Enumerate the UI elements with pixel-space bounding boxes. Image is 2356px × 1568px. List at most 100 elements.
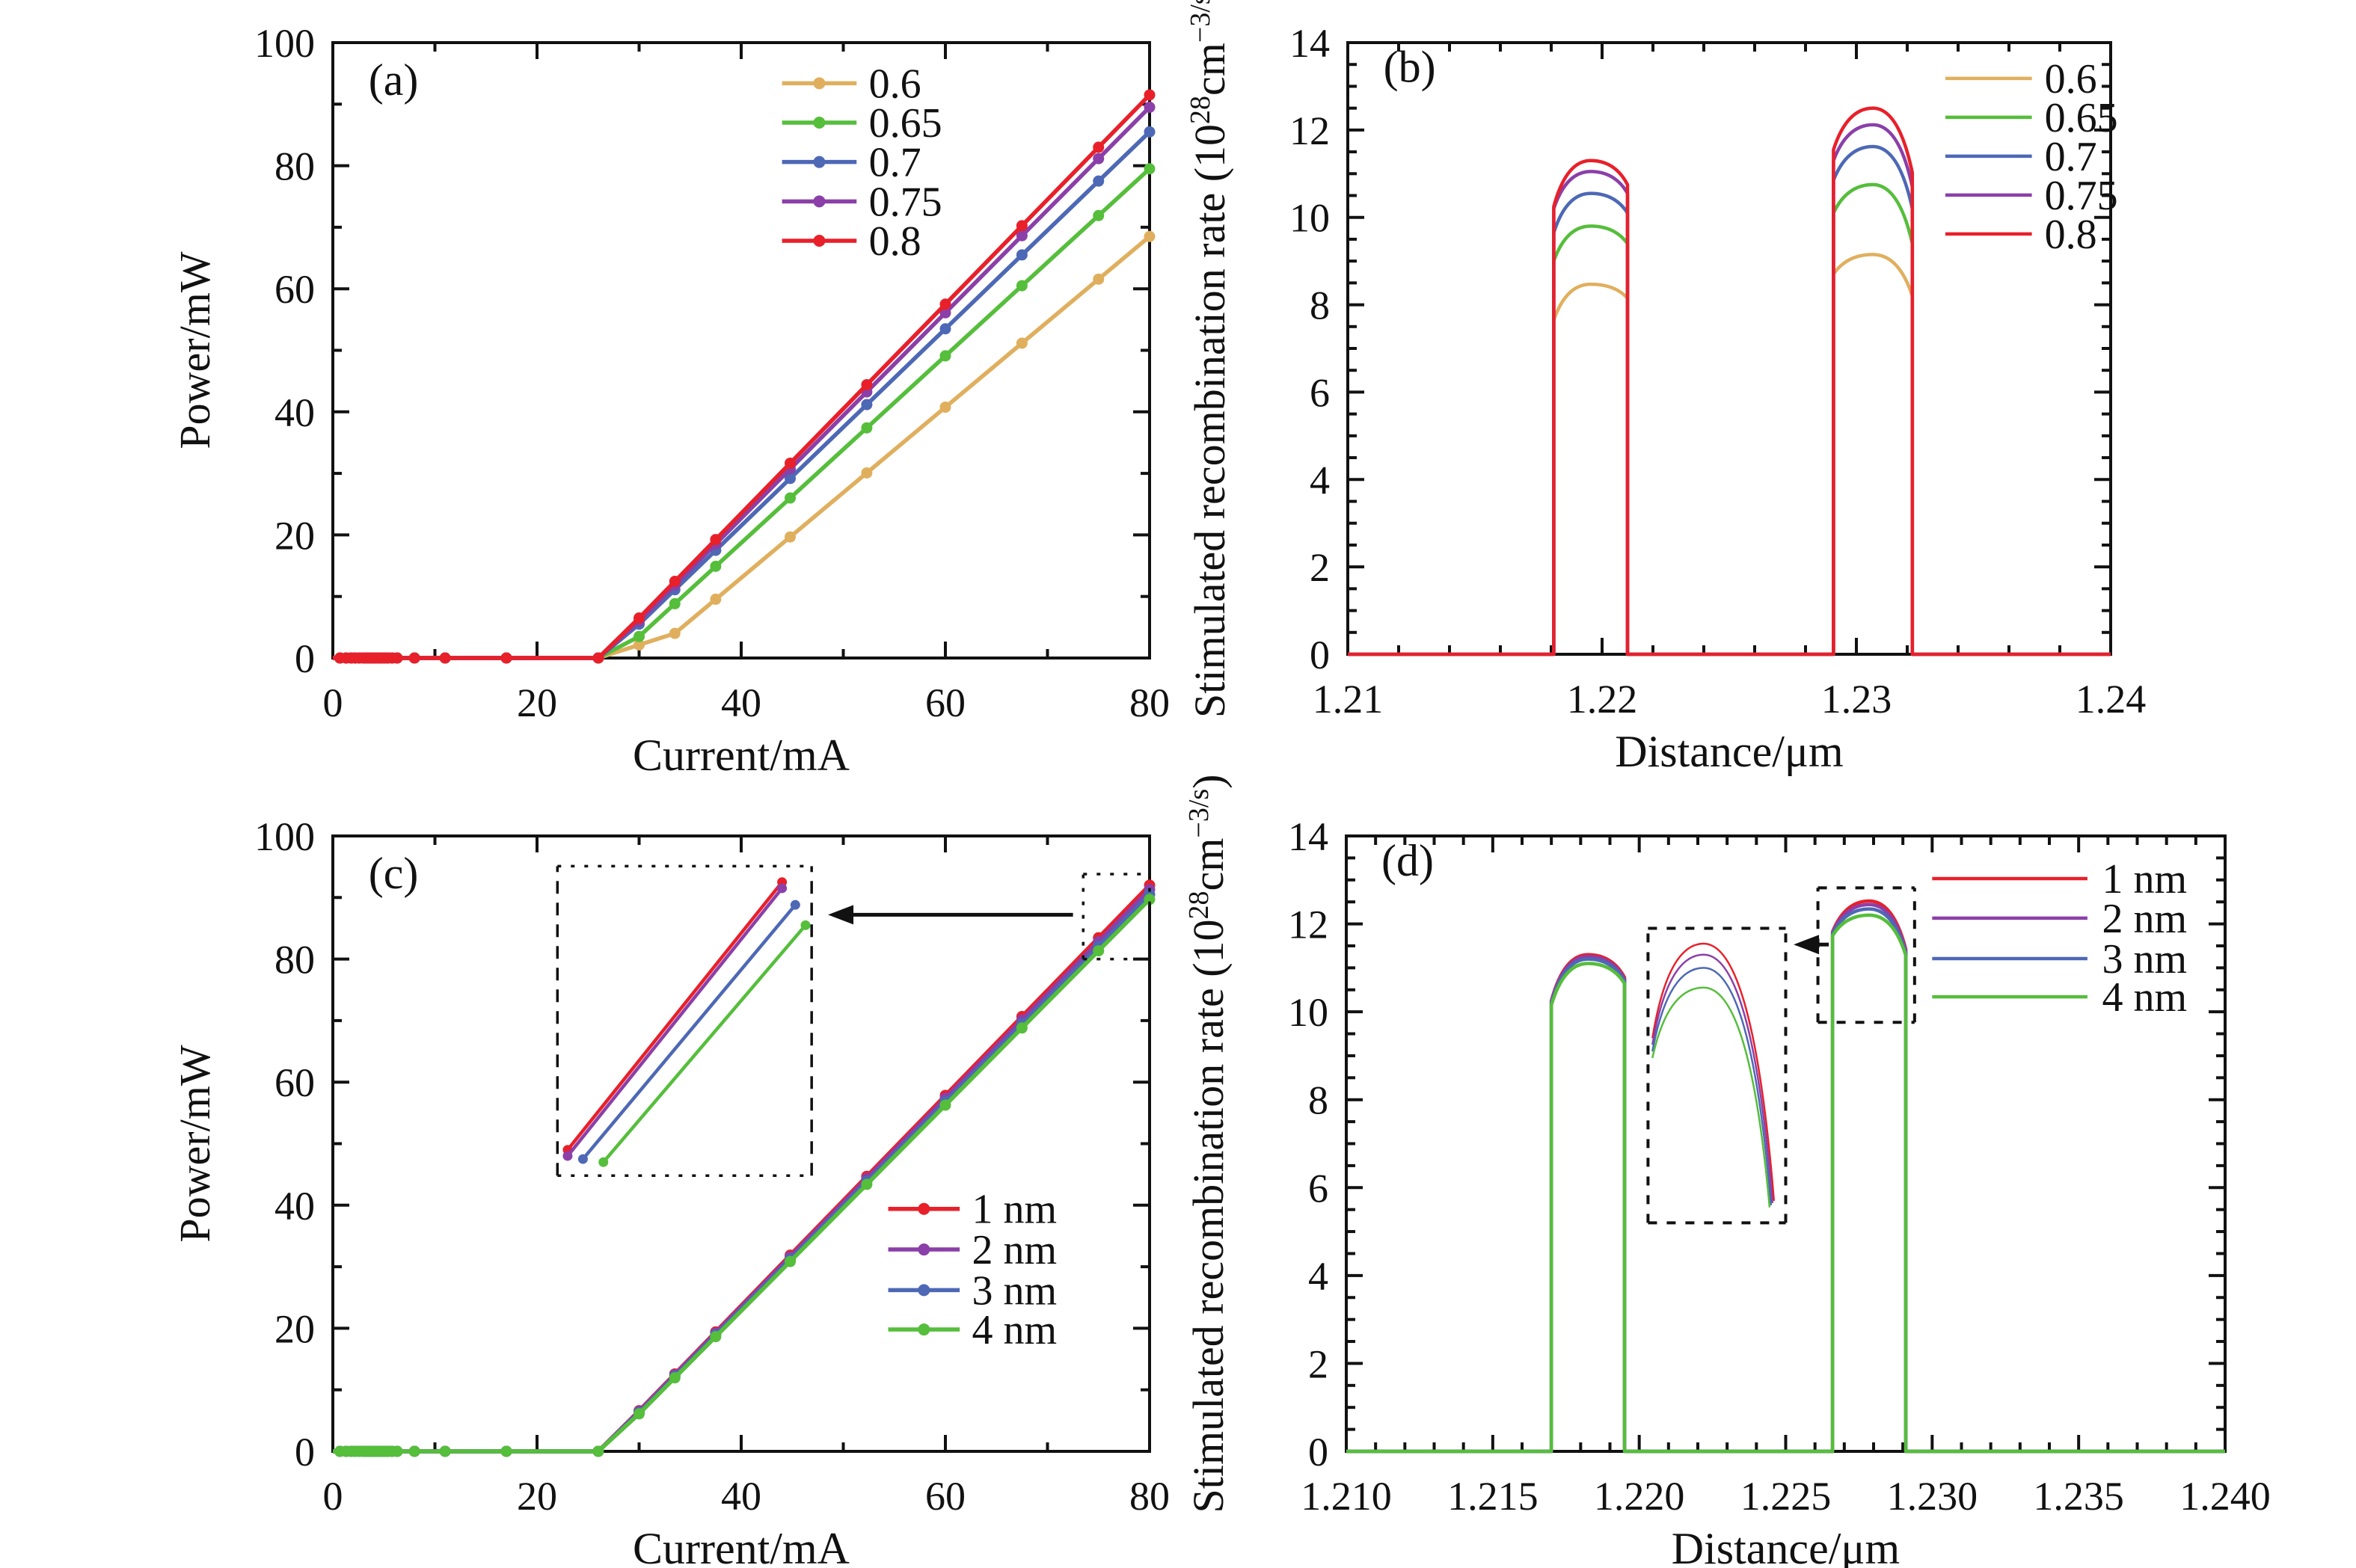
arrow-annotation-c bbox=[828, 905, 1073, 925]
svg-text:1 nm: 1 nm bbox=[2102, 856, 2188, 903]
svg-text:80: 80 bbox=[274, 144, 315, 189]
svg-text:2: 2 bbox=[1308, 1341, 1328, 1386]
svg-text:60: 60 bbox=[274, 267, 315, 312]
y-axis-label-a: Power/mW bbox=[171, 251, 219, 449]
svg-text:0: 0 bbox=[1310, 633, 1330, 677]
svg-text:20: 20 bbox=[274, 513, 315, 558]
tick-labels-b: 1.21 1.22 1.23 1.24 0 2 4 6 8 10 12 14 bbox=[1289, 21, 2146, 722]
svg-text:1.210: 1.210 bbox=[1301, 1474, 1392, 1519]
svg-text:1.240: 1.240 bbox=[2179, 1474, 2271, 1519]
svg-text:80: 80 bbox=[1129, 1474, 1170, 1519]
y-axis-label-c: Power/mW bbox=[171, 1045, 219, 1242]
series-2-nm bbox=[333, 884, 1156, 1457]
svg-text:0.65: 0.65 bbox=[869, 100, 942, 147]
legend-b: 0.60.650.70.750.8 bbox=[1945, 56, 2118, 258]
svg-text:0.6: 0.6 bbox=[2045, 56, 2097, 102]
svg-text:1.215: 1.215 bbox=[1447, 1474, 1539, 1519]
series-0.75 bbox=[333, 101, 1156, 664]
svg-text:0.8: 0.8 bbox=[2045, 212, 2097, 258]
svg-text:80: 80 bbox=[1129, 680, 1170, 725]
svg-text:2 nm: 2 nm bbox=[972, 1227, 1057, 1273]
panel-a: 0 20 40 60 80 0 20 40 60 80 100 Current/mA Power/mW 0… bbox=[171, 21, 1170, 780]
series-0.8 bbox=[333, 89, 1156, 664]
series-1-nm bbox=[1346, 899, 2225, 1454]
series-3-nm bbox=[333, 888, 1156, 1457]
svg-text:1.21: 1.21 bbox=[1313, 677, 1384, 722]
panel-label-b: (b) bbox=[1384, 43, 1436, 92]
y-axis-label-d: Stimulated recombination rate (1028cm−3/… bbox=[1183, 774, 1233, 1513]
svg-text:8: 8 bbox=[1308, 1078, 1328, 1123]
box-annotation-c bbox=[556, 864, 813, 1178]
series-0.8 bbox=[1348, 106, 2111, 657]
svg-text:4 nm: 4 nm bbox=[972, 1307, 1057, 1353]
svg-text:0.7: 0.7 bbox=[2045, 134, 2097, 180]
series-0.7 bbox=[1348, 144, 2111, 657]
legend-a: 0.60.650.70.750.8 bbox=[782, 61, 942, 265]
legend-c: 1 nm2 nm3 nm4 nm bbox=[888, 1187, 1057, 1353]
svg-text:40: 40 bbox=[721, 1474, 761, 1519]
svg-text:80: 80 bbox=[274, 938, 315, 983]
x-axis-label-a: Current/mA bbox=[633, 731, 850, 780]
svg-text:40: 40 bbox=[721, 680, 761, 725]
svg-text:0: 0 bbox=[323, 1474, 343, 1519]
series-4-nm bbox=[1346, 913, 2225, 1454]
svg-text:60: 60 bbox=[925, 680, 966, 725]
svg-text:0: 0 bbox=[295, 1430, 315, 1475]
svg-text:0.7: 0.7 bbox=[869, 140, 921, 186]
svg-text:100: 100 bbox=[254, 814, 315, 859]
svg-text:0: 0 bbox=[323, 680, 343, 725]
svg-text:4: 4 bbox=[1310, 458, 1330, 502]
ticks-c bbox=[331, 834, 1151, 1453]
svg-text:10: 10 bbox=[1288, 990, 1328, 1035]
axes-frame-a bbox=[331, 41, 1151, 660]
series-0.75 bbox=[1348, 123, 2111, 657]
svg-text:20: 20 bbox=[517, 1474, 557, 1519]
svg-text:1.22: 1.22 bbox=[1567, 677, 1638, 722]
svg-text:0.8: 0.8 bbox=[869, 218, 921, 265]
series-0.6 bbox=[1348, 253, 2111, 657]
svg-text:20: 20 bbox=[274, 1306, 315, 1351]
ticks-b bbox=[1346, 41, 2112, 656]
tick-labels-c: 0 20 40 60 80 0 20 40 60 80 100 bbox=[254, 814, 1170, 1519]
svg-text:6: 6 bbox=[1310, 370, 1330, 415]
box-annotation-d bbox=[1646, 926, 1788, 1225]
panel-d: 1.210 1.215 1.220 1.225 1.230 1.235 1.240 0 2 4 6 8… bbox=[1183, 774, 2271, 1568]
svg-text:14: 14 bbox=[1288, 814, 1328, 859]
svg-text:4: 4 bbox=[1308, 1254, 1328, 1299]
svg-text:1.230: 1.230 bbox=[1887, 1474, 1978, 1519]
series-0.6 bbox=[333, 230, 1156, 664]
series-0.65 bbox=[333, 163, 1156, 664]
svg-text:0.75: 0.75 bbox=[869, 179, 942, 225]
svg-text:1.235: 1.235 bbox=[2033, 1474, 2124, 1519]
svg-text:4 nm: 4 nm bbox=[2102, 974, 2188, 1021]
svg-text:3 nm: 3 nm bbox=[2102, 936, 2188, 983]
panel-label-a: (a) bbox=[369, 55, 419, 105]
svg-text:8: 8 bbox=[1310, 283, 1330, 328]
svg-text:0: 0 bbox=[1308, 1430, 1328, 1475]
y-axis-label-b: Stimulated recombination rate (1028cm−3/… bbox=[1185, 0, 1234, 718]
svg-text:2: 2 bbox=[1310, 545, 1330, 590]
svg-text:0.75: 0.75 bbox=[2045, 173, 2118, 219]
svg-text:0.65: 0.65 bbox=[2045, 95, 2118, 141]
svg-text:20: 20 bbox=[517, 680, 557, 725]
box-annotation-c bbox=[1082, 873, 1151, 961]
tick-labels-d: 1.210 1.215 1.220 1.225 1.230 1.235 1.240 0 2 4 6 8… bbox=[1288, 814, 2271, 1519]
panel-label-c: (c) bbox=[369, 849, 419, 898]
svg-text:60: 60 bbox=[925, 1474, 966, 1519]
x-axis-label-c: Current/mA bbox=[633, 1524, 850, 1568]
svg-text:3 nm: 3 nm bbox=[972, 1267, 1057, 1314]
tick-labels-a: 0 20 40 60 80 0 20 40 60 80 100 bbox=[254, 21, 1170, 725]
svg-text:12: 12 bbox=[1289, 108, 1330, 153]
x-axis-label-d: Distance/μm bbox=[1672, 1524, 1900, 1568]
axes-frame-c bbox=[331, 834, 1151, 1453]
svg-text:2 nm: 2 nm bbox=[2102, 896, 2188, 942]
svg-text:14: 14 bbox=[1289, 21, 1330, 66]
box-annotation-d bbox=[1816, 886, 1916, 1024]
svg-text:1.24: 1.24 bbox=[2076, 677, 2147, 722]
lines-annotation-c bbox=[562, 877, 811, 1167]
series-4-nm bbox=[333, 894, 1156, 1457]
panel-c: 0 20 40 60 80 0 20 40 60 80 100 Current/mA Power/mW 1… bbox=[171, 814, 1170, 1568]
axes-frame-b bbox=[1346, 41, 2112, 656]
